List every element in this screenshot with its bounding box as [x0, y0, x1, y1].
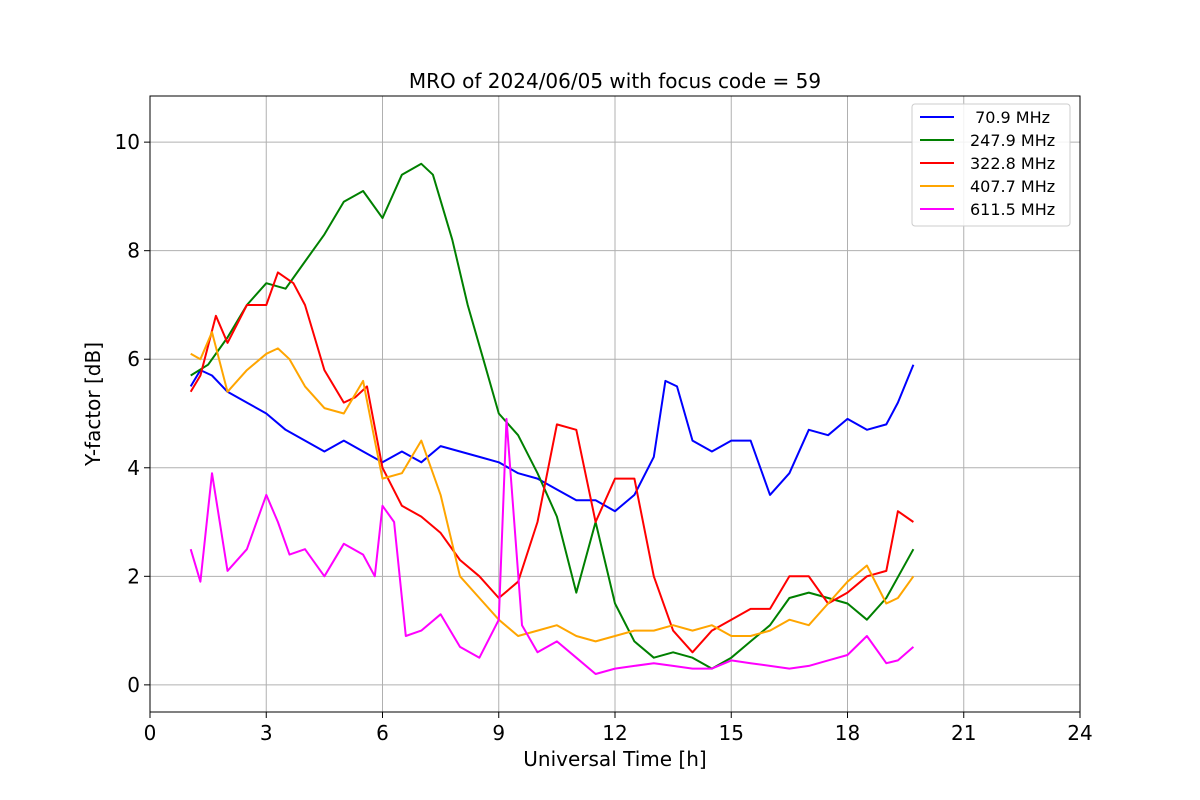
y-tick-label: 4: [127, 456, 140, 480]
x-axis-label: Universal Time [h]: [523, 747, 706, 771]
series-line-1: [189, 364, 915, 513]
x-tick-label: 6: [376, 721, 389, 745]
legend: 70.9 MHz 247.9 MHz 322.8 MHz 407.7 MHz 611.5…: [911, 103, 1071, 227]
series-line-5: [189, 417, 915, 675]
series-lines: [189, 162, 915, 675]
legend-label: 70.9 MHz: [970, 108, 1050, 127]
x-tick-label: 24: [1067, 721, 1092, 745]
y-tick-label: 6: [127, 347, 140, 371]
legend-label: 407.7 MHz: [970, 177, 1055, 196]
series-line-2: [190, 162, 915, 670]
legend-label: 247.9 MHz: [970, 131, 1055, 150]
x-tick-label: 0: [144, 721, 157, 745]
y-tick-label: 10: [115, 130, 140, 154]
x-tick-label: 15: [719, 721, 744, 745]
series-line-4: [190, 331, 915, 643]
x-tick-label: 3: [260, 721, 273, 745]
chart-title: MRO of 2024/06/05 with focus code = 59: [409, 69, 821, 93]
y-axis-label: Y-factor [dB]: [81, 342, 105, 467]
grid-lines: [149, 96, 1081, 712]
legend-label: 611.5 MHz: [970, 200, 1055, 219]
y-tick-label: 8: [127, 239, 140, 263]
legend-box: [911, 103, 1071, 227]
y-tick-label: 0: [127, 673, 140, 697]
x-tick-label: 12: [602, 721, 627, 745]
y-tick-label: 2: [127, 564, 140, 588]
series-line-3: [189, 271, 914, 654]
x-tick-label: 9: [492, 721, 505, 745]
legend-label: 322.8 MHz: [970, 154, 1055, 173]
x-tick-label: 21: [951, 721, 976, 745]
x-tick-label: 18: [835, 721, 860, 745]
